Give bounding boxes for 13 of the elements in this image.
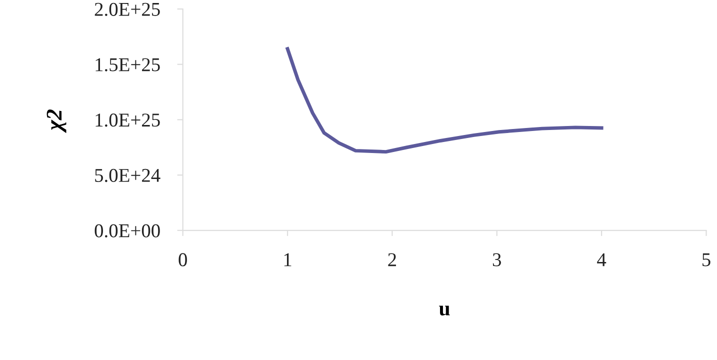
x-tick-label: 3: [492, 253, 501, 266]
x-tick-label: 2: [388, 253, 396, 266]
y-axis-title: χ2: [46, 109, 66, 133]
x-tick-label: 5: [702, 253, 710, 266]
x-tick-label: 1: [284, 253, 292, 266]
y-tick-label: 5.0E+24: [95, 168, 160, 182]
x-axis-title: u: [439, 306, 450, 316]
x-tick-label: 4: [597, 253, 606, 266]
y-tick-label: 1.5E+25: [96, 58, 160, 72]
x-tick-label: 0: [178, 253, 187, 266]
y-tick-label: 0.0E+00: [94, 224, 160, 238]
y-tick-label: 2.0E+25: [94, 2, 160, 16]
y-tick-label: 1.0E+25: [96, 114, 160, 127]
